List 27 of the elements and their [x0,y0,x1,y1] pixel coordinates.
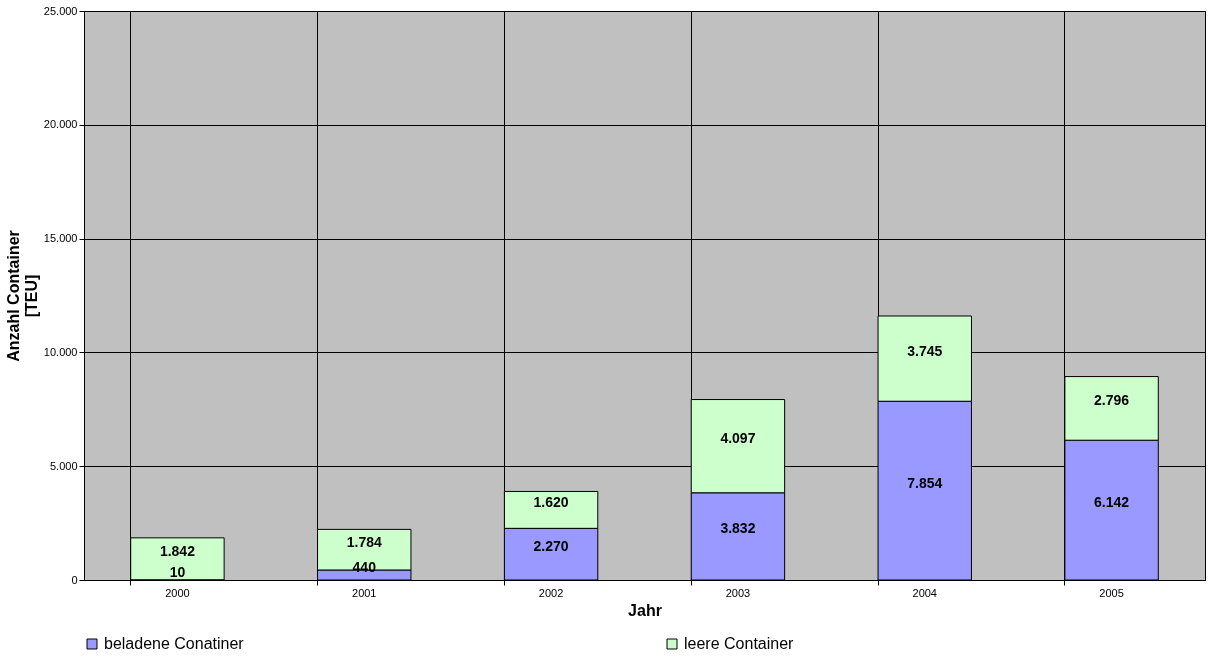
y-tick-label: 20.000 [43,118,78,131]
data-label: 10 [169,563,186,580]
y-tick-label: 25.000 [43,4,78,17]
x-tick-label: 2003 [725,586,751,599]
y-axis-title: Anzahl Container [TEU] [4,230,40,362]
x-tick-label: 2001 [352,586,377,599]
legend-label: beladene Conatiner [104,635,245,652]
y-tick-label: 0 [71,573,78,586]
legend-label: leere Container [684,635,795,652]
x-tick-label: 2002 [538,586,564,599]
data-label: 4.097 [720,430,756,447]
x-axis-title: Jahr [628,601,662,619]
data-label: 2.796 [1094,392,1130,409]
data-label: 7.854 [907,474,943,491]
x-tick-label: 2005 [1099,586,1124,599]
x-tick-label: 2000 [165,586,190,599]
y-tick-label: 15.000 [43,232,78,245]
y-tick-label: 5.000 [49,459,78,472]
data-label: 6.142 [1094,494,1130,511]
data-label: 1.784 [346,533,382,550]
data-label: 3.745 [907,342,943,359]
data-label: 2.270 [533,538,569,555]
x-tick-label: 2004 [912,586,937,599]
y-tick-label: 10.000 [43,345,78,358]
data-label: 1.620 [533,493,569,510]
data-label: 3.832 [720,520,756,537]
data-label: 1.842 [159,542,196,559]
